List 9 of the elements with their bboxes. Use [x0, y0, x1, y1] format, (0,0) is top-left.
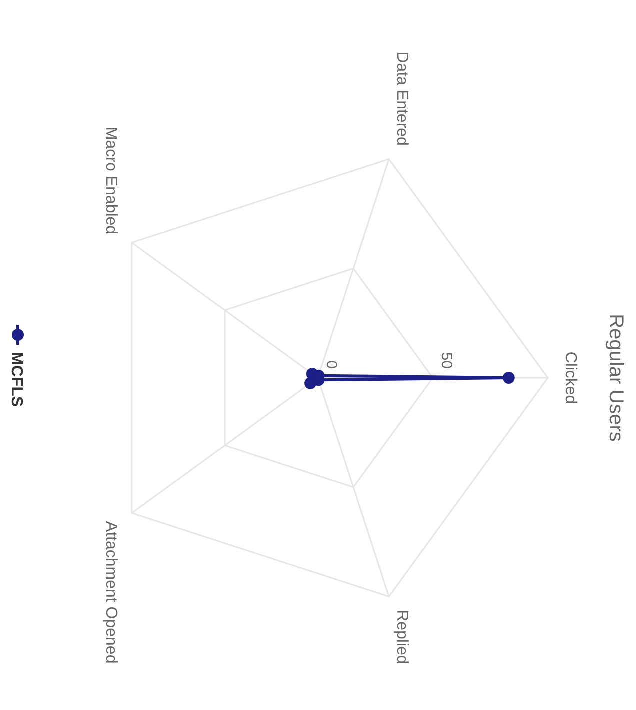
- y-tick-label: 0: [323, 360, 340, 369]
- y-tick-label: 50: [438, 352, 455, 369]
- spoke-label: Macro Enabled: [102, 126, 120, 235]
- text: Regular Users: [605, 314, 627, 442]
- spoke-label: Data Entered: [393, 52, 410, 146]
- spoke-label: Clicked: [562, 352, 579, 404]
- legend-label: MCFLS: [8, 352, 25, 408]
- spoke-label: Replied: [393, 610, 410, 664]
- spoke-label: Attachment Opened: [102, 521, 120, 664]
